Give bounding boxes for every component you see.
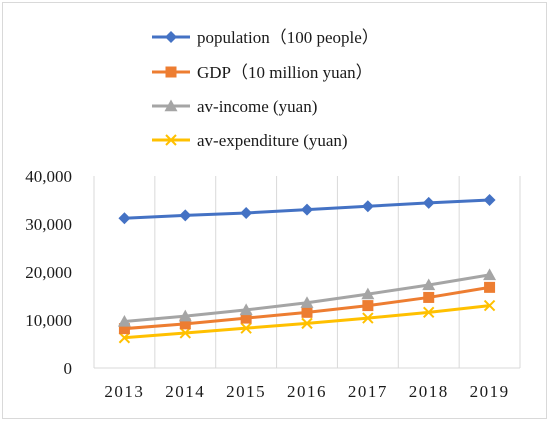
x-tick-label: 2018 [409,382,449,401]
series-3-point [117,314,131,327]
series-4-point [362,312,374,324]
y-tick-label: 20,000 [25,263,72,282]
series-3-point [361,287,375,300]
legend-swatch-marker [164,99,178,112]
series-4-point [118,332,131,344]
legend-swatch-marker [165,134,177,146]
legend-item: av-income (yuan) [152,97,317,116]
plot-area [117,194,497,344]
legend-item: av-expenditure (yuan) [152,131,348,150]
series-3-point [178,309,192,322]
series-1-point [179,209,192,222]
series-2-point [484,281,496,293]
series-2-point [179,318,191,330]
x-marker-stroke [118,332,131,344]
x-marker-stroke [362,312,374,324]
series-2-point [423,291,435,303]
x-marker-stroke [423,306,435,319]
series-4-point [240,322,252,334]
legend-label: population（100 people） [197,28,379,47]
x-tick-label: 2013 [104,382,144,401]
x-tick-label: 2017 [348,382,388,401]
series-4-point [301,317,313,330]
series-3-point [483,268,497,281]
series-4-point [483,299,496,312]
x-tick-label: 2019 [470,382,510,401]
series-1-point [118,212,131,225]
legend-label: GDP（10 million yuan） [197,63,373,82]
series-4-point [423,306,435,319]
legend-item: population（100 people） [152,28,379,47]
series-2-point [301,306,313,318]
series-1-point [240,206,253,219]
series-1-point [301,203,313,216]
legend-label: av-income (yuan) [197,97,317,116]
y-tick-label: 10,000 [25,311,72,330]
legend-label: av-expenditure (yuan) [197,131,348,150]
x-marker-stroke [301,317,313,330]
legend-item: GDP（10 million yuan） [152,63,373,82]
series-3-point [300,296,314,308]
x-marker-stroke [240,322,252,334]
y-axis: 0 10,000 20,000 30,000 40,000 [25,167,72,378]
y-tick-label: 40,000 [25,167,72,186]
x-marker-stroke [179,327,191,339]
series-1-point [422,196,435,209]
series-4-point [179,327,191,339]
legend-swatch-marker [165,31,177,43]
y-tick-label: 30,000 [25,215,72,234]
x-marker-stroke [483,299,496,312]
x-tick-label: 2015 [226,382,266,401]
series-2-point [362,300,374,312]
series-1-point [361,200,374,213]
series-3-point [239,303,253,316]
series-3-point [422,278,436,291]
x-marker-stroke [165,134,177,146]
legend: population（100 people） GDP（10 million yua… [152,28,379,150]
y-tick-label: 0 [64,359,73,378]
x-tick-label: 2014 [165,382,205,401]
series-2-point [118,323,130,335]
series-2-point [240,312,252,324]
x-tick-label: 2016 [287,382,327,401]
x-axis: 2013 2014 2015 2016 2017 2018 2019 [94,367,520,401]
series-1-point [483,194,496,206]
legend-swatch-marker [165,66,177,78]
